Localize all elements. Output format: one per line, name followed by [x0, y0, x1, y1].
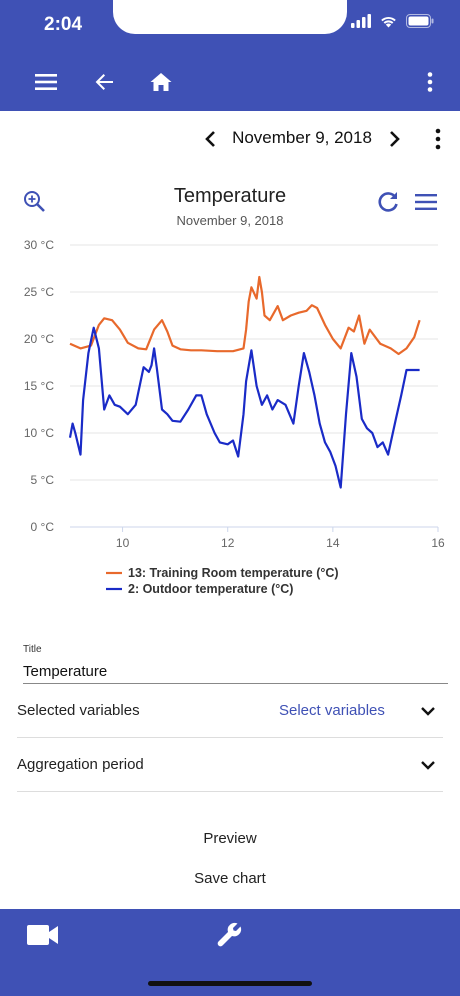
legend-label: 13: Training Room temperature (°C) — [128, 566, 339, 580]
chart-subtitle: November 9, 2018 — [176, 213, 284, 228]
chevron-down-icon[interactable] — [417, 700, 439, 722]
battery-icon — [406, 14, 434, 28]
date-more-button[interactable] — [426, 127, 450, 151]
y-tick-label: 30 °C — [24, 238, 54, 252]
chevron-right-icon — [390, 131, 400, 147]
more-vertical-icon — [427, 72, 433, 92]
date-navigation: November 9, 2018 — [0, 121, 460, 157]
chart-card — [12, 177, 448, 620]
chart-menu-button[interactable] — [413, 189, 439, 215]
top-app-bar: 2:04 — [0, 0, 460, 111]
save-chart-button[interactable]: Save chart — [194, 870, 266, 887]
x-tick-label: 14 — [326, 536, 340, 550]
refresh-button[interactable] — [375, 189, 401, 215]
status-icons — [351, 14, 434, 28]
status-time: 2:04 — [44, 14, 83, 35]
more-vertical-icon — [435, 128, 441, 150]
preview-button[interactable]: Preview — [203, 830, 257, 847]
next-day-button[interactable] — [382, 127, 406, 151]
chevron-left-icon — [205, 131, 215, 147]
camera-tab-button[interactable] — [26, 921, 60, 949]
home-icon — [150, 73, 172, 91]
zoom-button[interactable] — [22, 189, 46, 213]
home-indicator — [148, 981, 312, 986]
y-tick-label: 0 °C — [31, 520, 55, 534]
x-tick-label: 16 — [431, 536, 445, 550]
aggregation-period-label: Aggregation period — [17, 756, 144, 773]
zoom-in-icon — [24, 191, 45, 212]
arrow-left-icon — [95, 74, 113, 90]
select-variables-link[interactable]: Select variables — [279, 702, 385, 719]
title-input[interactable] — [23, 659, 448, 684]
y-tick-label: 15 °C — [24, 379, 54, 393]
bottom-bar — [0, 909, 460, 996]
title-field-label: Title — [23, 644, 42, 655]
selected-variables-row[interactable]: Selected variables Select variables — [17, 684, 443, 738]
menu-button[interactable] — [30, 66, 62, 98]
y-tick-label: 5 °C — [31, 473, 55, 487]
home-button[interactable] — [145, 66, 177, 98]
device-notch — [113, 0, 347, 34]
refresh-icon — [378, 192, 398, 212]
selected-variables-label: Selected variables — [17, 702, 140, 719]
chevron-down-icon[interactable] — [417, 754, 439, 776]
series-line-2 — [68, 326, 420, 489]
hamburger-icon — [35, 74, 57, 90]
temperature-chart: 0 °C 5 °C 10 °C 15 °C 20 °C 25 °C 30 °C 10 12 14 1… — [24, 238, 445, 596]
chart-title: Temperature — [173, 185, 287, 207]
series-line-1 — [69, 275, 421, 356]
y-tick-label: 10 °C — [24, 426, 54, 440]
video-camera-icon — [27, 925, 58, 945]
wrench-icon — [217, 922, 242, 947]
signal-icon — [351, 14, 371, 28]
legend-label: 2: Outdoor temperature (°C) — [128, 582, 293, 596]
x-tick-label: 10 — [116, 536, 130, 550]
y-tick-label: 25 °C — [24, 285, 54, 299]
wifi-icon — [381, 16, 396, 28]
current-date[interactable]: November 9, 2018 — [232, 128, 372, 147]
x-tick-label: 12 — [221, 536, 235, 550]
aggregation-period-row[interactable]: Aggregation period — [17, 738, 443, 792]
y-tick-label: 20 °C — [24, 332, 54, 346]
overflow-menu-button[interactable] — [414, 66, 446, 98]
previous-day-button[interactable] — [199, 127, 223, 151]
tools-tab-button[interactable] — [216, 921, 244, 949]
back-button[interactable] — [88, 66, 120, 98]
hamburger-icon — [415, 194, 437, 210]
